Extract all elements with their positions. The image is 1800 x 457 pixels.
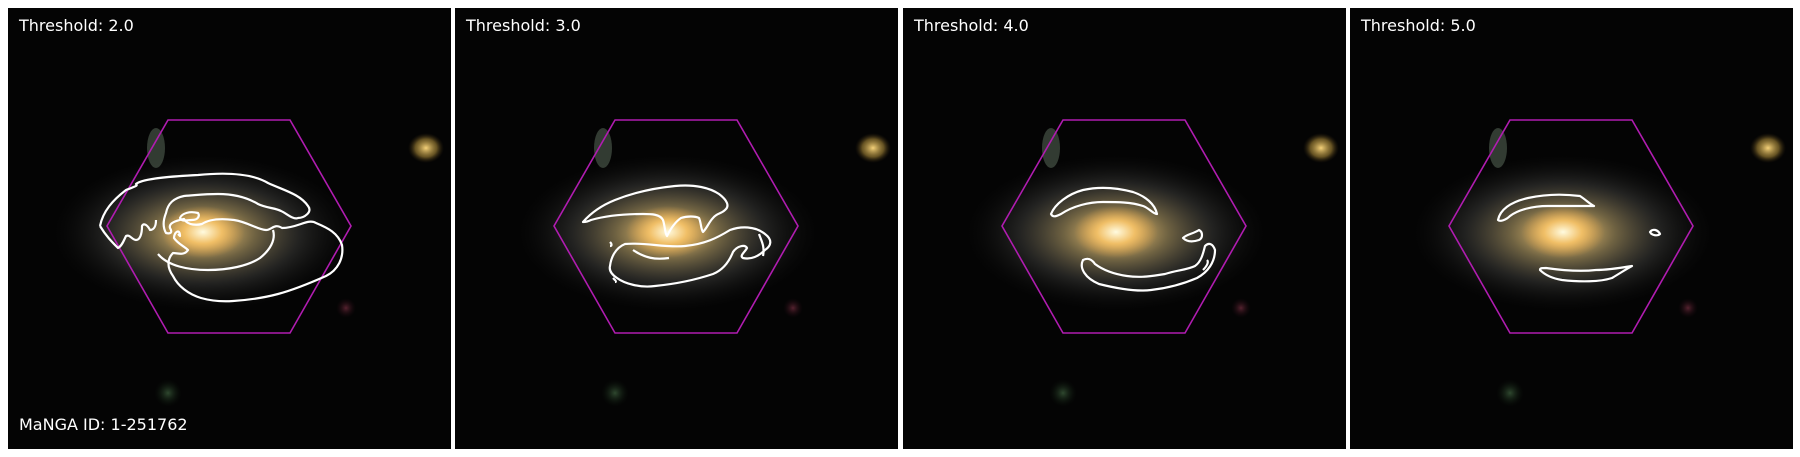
ifu-hexagon: [1001, 119, 1247, 334]
threshold-label: Threshold: 4.0: [914, 16, 1029, 35]
ifu-hexagon: [106, 119, 352, 334]
contour-lines: [581, 184, 772, 288]
threshold-label: Threshold: 2.0: [19, 16, 134, 35]
contour-lines: [1496, 193, 1662, 283]
threshold-label: Threshold: 5.0: [1361, 16, 1476, 35]
galaxy-panel-threshold-5: Threshold: 5.0: [1350, 8, 1793, 449]
galaxy-panel-threshold-3: Threshold: 3.0: [455, 8, 898, 449]
contour-lines: [1049, 186, 1217, 292]
ifu-hexagon: [1448, 119, 1694, 334]
galaxy-image: [966, 119, 1339, 407]
galaxy-image: [1413, 119, 1786, 407]
galaxy-panel-threshold-2: Threshold: 2.0 MaNGA ID: 1-251762: [8, 8, 451, 449]
galaxy-panel-threshold-4: Threshold: 4.0: [903, 8, 1346, 449]
ifu-hexagon: [553, 119, 799, 334]
manga-id-label: MaNGA ID: 1-251762: [19, 415, 188, 434]
galaxy-image: [518, 119, 891, 407]
threshold-label: Threshold: 3.0: [466, 16, 581, 35]
contour-lines: [98, 172, 344, 303]
galaxy-image: [53, 119, 444, 407]
